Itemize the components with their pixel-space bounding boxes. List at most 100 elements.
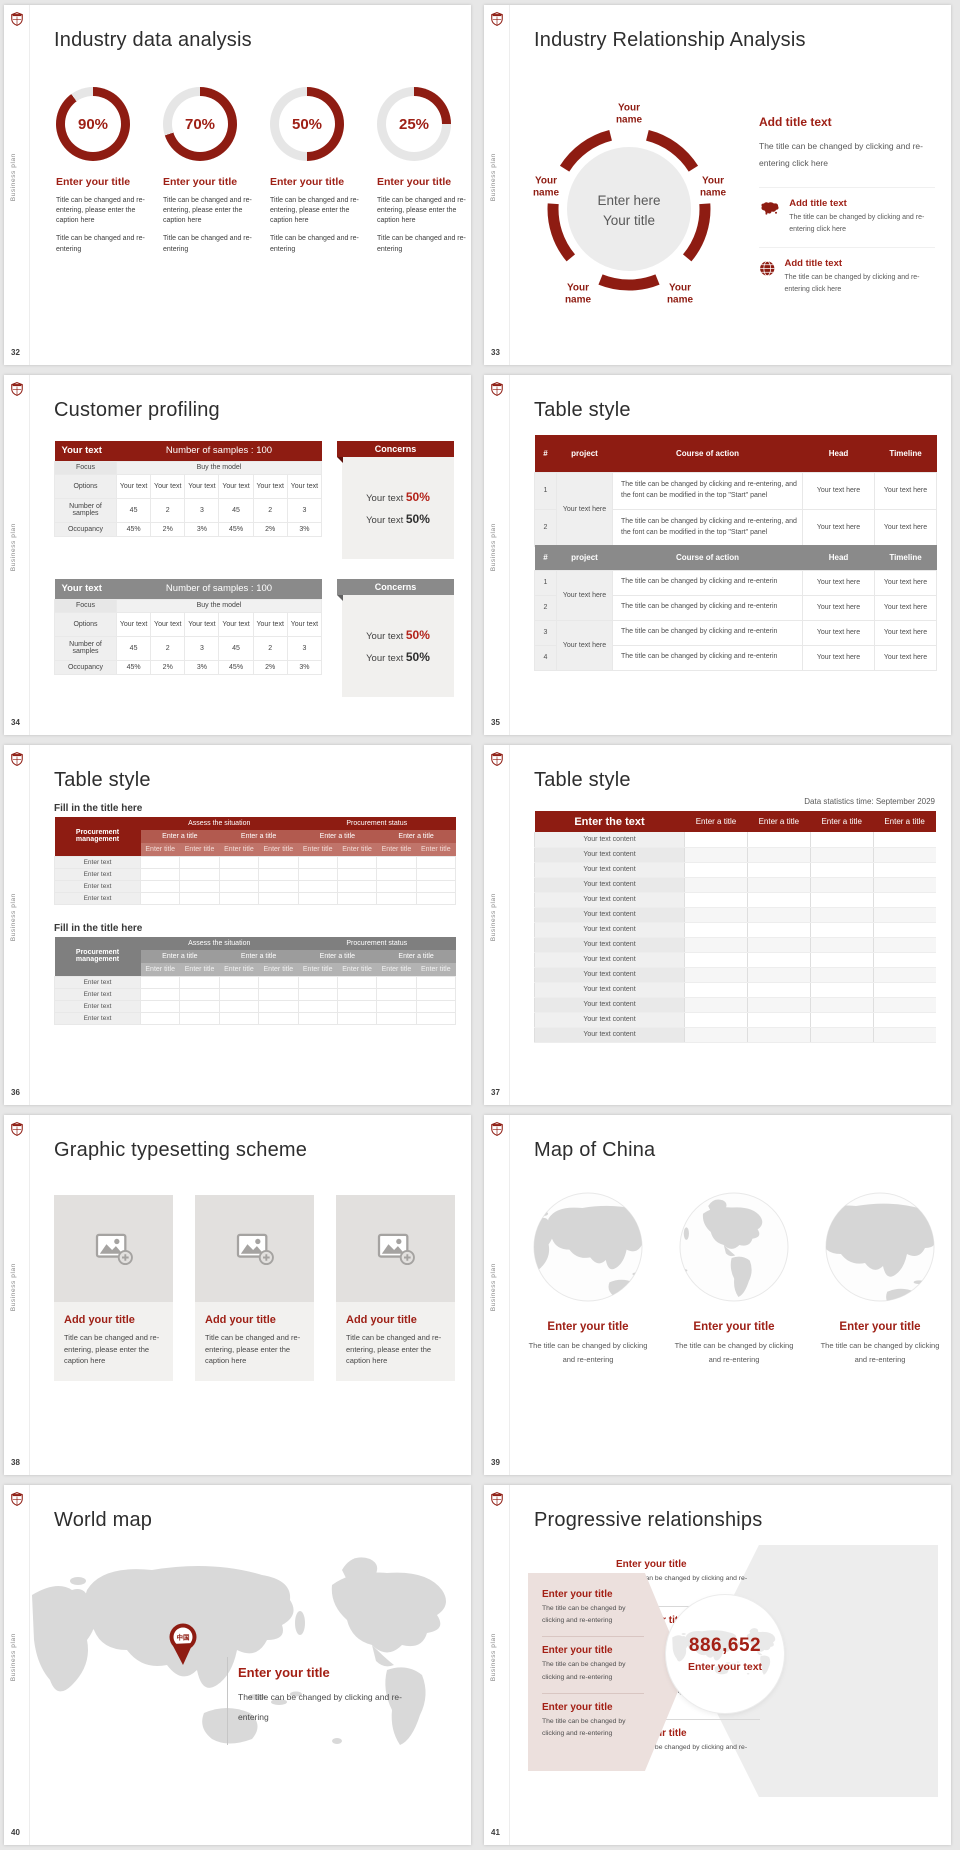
card-body: Title can be changed and re-entering, pl… (346, 1333, 442, 1366)
table-row: Your text content (534, 982, 936, 998)
globe-icon (760, 260, 775, 276)
slide-title: Industry data analysis (54, 29, 252, 51)
table-row: Your text content (534, 1027, 936, 1043)
slide-40-panel[interactable]: Business plan 40 World map 中国 Enter your… (4, 1485, 471, 1845)
add-image-icon (236, 1233, 274, 1265)
table-row: Your text content (534, 1012, 936, 1028)
card-body: Title can be changed and re-entering, pl… (205, 1333, 301, 1366)
slide-title: Table style (54, 769, 151, 791)
table-row: Enter text (54, 855, 457, 869)
page-number: 39 (491, 1458, 500, 1467)
table-row: Occupancy 45% 2% 3% 45% 2% 3% (54, 521, 323, 537)
donut-value: 25% (386, 96, 442, 152)
table-row: Your text content (534, 937, 936, 953)
slide-side-strip: Business plan 40 (4, 1485, 30, 1845)
slide-side-strip: Business plan 38 (4, 1115, 30, 1475)
globes-row: Enter your title The title can be change… (528, 1191, 940, 1368)
table-row: Your text content (534, 967, 936, 983)
table-header-row: Enter title Enter title Enter title Enter t… (55, 963, 456, 976)
item-body: The title can be changed by clicking and… (784, 273, 920, 293)
globe-title: Enter your title (839, 1321, 921, 1333)
globe-item: Enter your title The title can be change… (674, 1191, 794, 1368)
progressive-diagram: Enter your title The title can be changed… (528, 1545, 938, 1807)
list-item: Add title text The title can be changed … (759, 186, 935, 236)
slide-41-panel[interactable]: Business plan 41 Progressive relationshi… (484, 1485, 951, 1845)
table-row: Your text content (534, 907, 936, 923)
slide-39-panel[interactable]: Business plan 39 Map of China Enter your… (484, 1115, 951, 1475)
table-row: Number of samples 45 2 3 45 2 3 (54, 635, 323, 661)
shield-logo-icon (11, 382, 23, 396)
right-text-column: Add title text The title can be changed … (759, 115, 935, 295)
shield-logo-icon (11, 12, 23, 26)
card-title: Add your title (64, 1314, 135, 1326)
image-card: Add your title Title can be changed and r… (336, 1195, 455, 1381)
china-location-pin: 中国 (169, 1623, 197, 1665)
data-table: Enter the text Enter a title Enter a title… (534, 811, 936, 1043)
brand-vertical-label: Business plan (490, 893, 497, 942)
table-row: Enter text (54, 999, 457, 1013)
slide-34-panel[interactable]: Business plan 34 Customer profiling Your… (4, 375, 471, 735)
action-table-red: # project Course of action Head Timeline 1 Yo… (534, 435, 937, 547)
table-caption: Fill in the title here (54, 803, 143, 814)
table-row: Your text content (534, 877, 936, 893)
shield-logo-icon (11, 1492, 23, 1506)
stat-caption: Title can be changed and re-entering, pl… (163, 197, 252, 225)
table-row: Your text content (534, 862, 936, 878)
entry-body: The title can be changed by clicking and… (542, 1717, 626, 1738)
donut-chart-25: 25% (377, 87, 451, 161)
table-header-row: Procurement management Assess the situati… (54, 817, 456, 856)
callout-header: Concerns (337, 579, 454, 601)
procurement-table-red: Procurement management Assess the situati… (54, 817, 457, 905)
page-number: 32 (11, 348, 20, 357)
brand-vertical-label: Business plan (490, 153, 497, 202)
table-row: 3 Your text here The title can be changed … (534, 619, 937, 671)
item-body: The title can be changed by clicking and… (789, 213, 925, 233)
image-placeholder (54, 1195, 173, 1302)
left-entries: Enter your title The title can be changed… (542, 1581, 644, 1749)
map-title: Enter your title (238, 1665, 330, 1680)
slide-38-panel[interactable]: Business plan 38 Graphic typesetting sch… (4, 1115, 471, 1475)
image-card: Add your title Title can be changed and r… (54, 1195, 173, 1381)
globe-caption: The title can be changed by clicking and… (528, 1341, 648, 1365)
card-caption: Add your title Title can be changed and r… (195, 1302, 314, 1381)
page-number: 38 (11, 1458, 20, 1467)
table-row: Occupancy 45% 2% 3% 45% 2% 3% (54, 659, 323, 675)
stat-caption: Title can be changed and re-entering (377, 235, 466, 253)
table-header-row: Procurement management Assess the situati… (54, 937, 456, 976)
stat-caption: Title can be changed and re-entering (270, 235, 359, 253)
table-row: Your text content (534, 832, 936, 848)
donut-value: 50% (279, 96, 335, 152)
table-header-row: Enter the text Enter a title Enter a title… (534, 811, 936, 832)
table-row: 2 The title can be changed by clicking an… (534, 508, 937, 547)
table-row: Your text content (534, 952, 936, 968)
shield-logo-icon (491, 382, 503, 396)
table-row: Your text content (534, 997, 936, 1013)
page-number: 33 (491, 348, 500, 357)
procurement-table-gray: Procurement management Assess the situati… (54, 937, 457, 1025)
slide-32-panel[interactable]: Business plan 32 Industry data analysis … (4, 5, 471, 365)
map-caption: The title can be changed by clicking and… (238, 1692, 402, 1722)
globe-graphic (679, 1192, 789, 1302)
world-map-figure: 中国 Enter your title The title can be cha… (32, 1545, 456, 1781)
shield-logo-icon (11, 752, 23, 766)
slide-side-strip: Business plan 32 (4, 5, 30, 365)
donut-chart-90: 90% (56, 87, 130, 161)
list-item: Add title text The title can be changed … (759, 246, 935, 296)
stat-caption: Title can be changed and re-entering, pl… (270, 197, 359, 225)
card-title: Add your title (205, 1314, 276, 1326)
slide-33-panel[interactable]: Business plan 33 Industry Relationship A… (484, 5, 951, 365)
table-row: Enter text (54, 1011, 457, 1025)
item-heading: Add title text (789, 197, 847, 209)
add-image-icon (377, 1233, 415, 1265)
slide-title: World map (54, 1509, 153, 1531)
table-row: Your text content (534, 892, 936, 908)
slide-37-panel[interactable]: Business plan 37 Table style Data statis… (484, 745, 951, 1105)
slide-title: Table style (534, 769, 631, 791)
ring-center-text: Enter here Your title (597, 192, 661, 228)
slide-35-panel[interactable]: Business plan 35 Table style # project Cou… (484, 375, 951, 735)
card-body: Title can be changed and re-entering, pl… (64, 1333, 160, 1366)
table-row: Your text content (534, 922, 936, 938)
slide-title: Map of China (534, 1139, 656, 1161)
table-header-row: # project Course of action Head Timeline (534, 545, 937, 570)
slide-36-panel[interactable]: Business plan 36 Table style Fill in the… (4, 745, 471, 1105)
